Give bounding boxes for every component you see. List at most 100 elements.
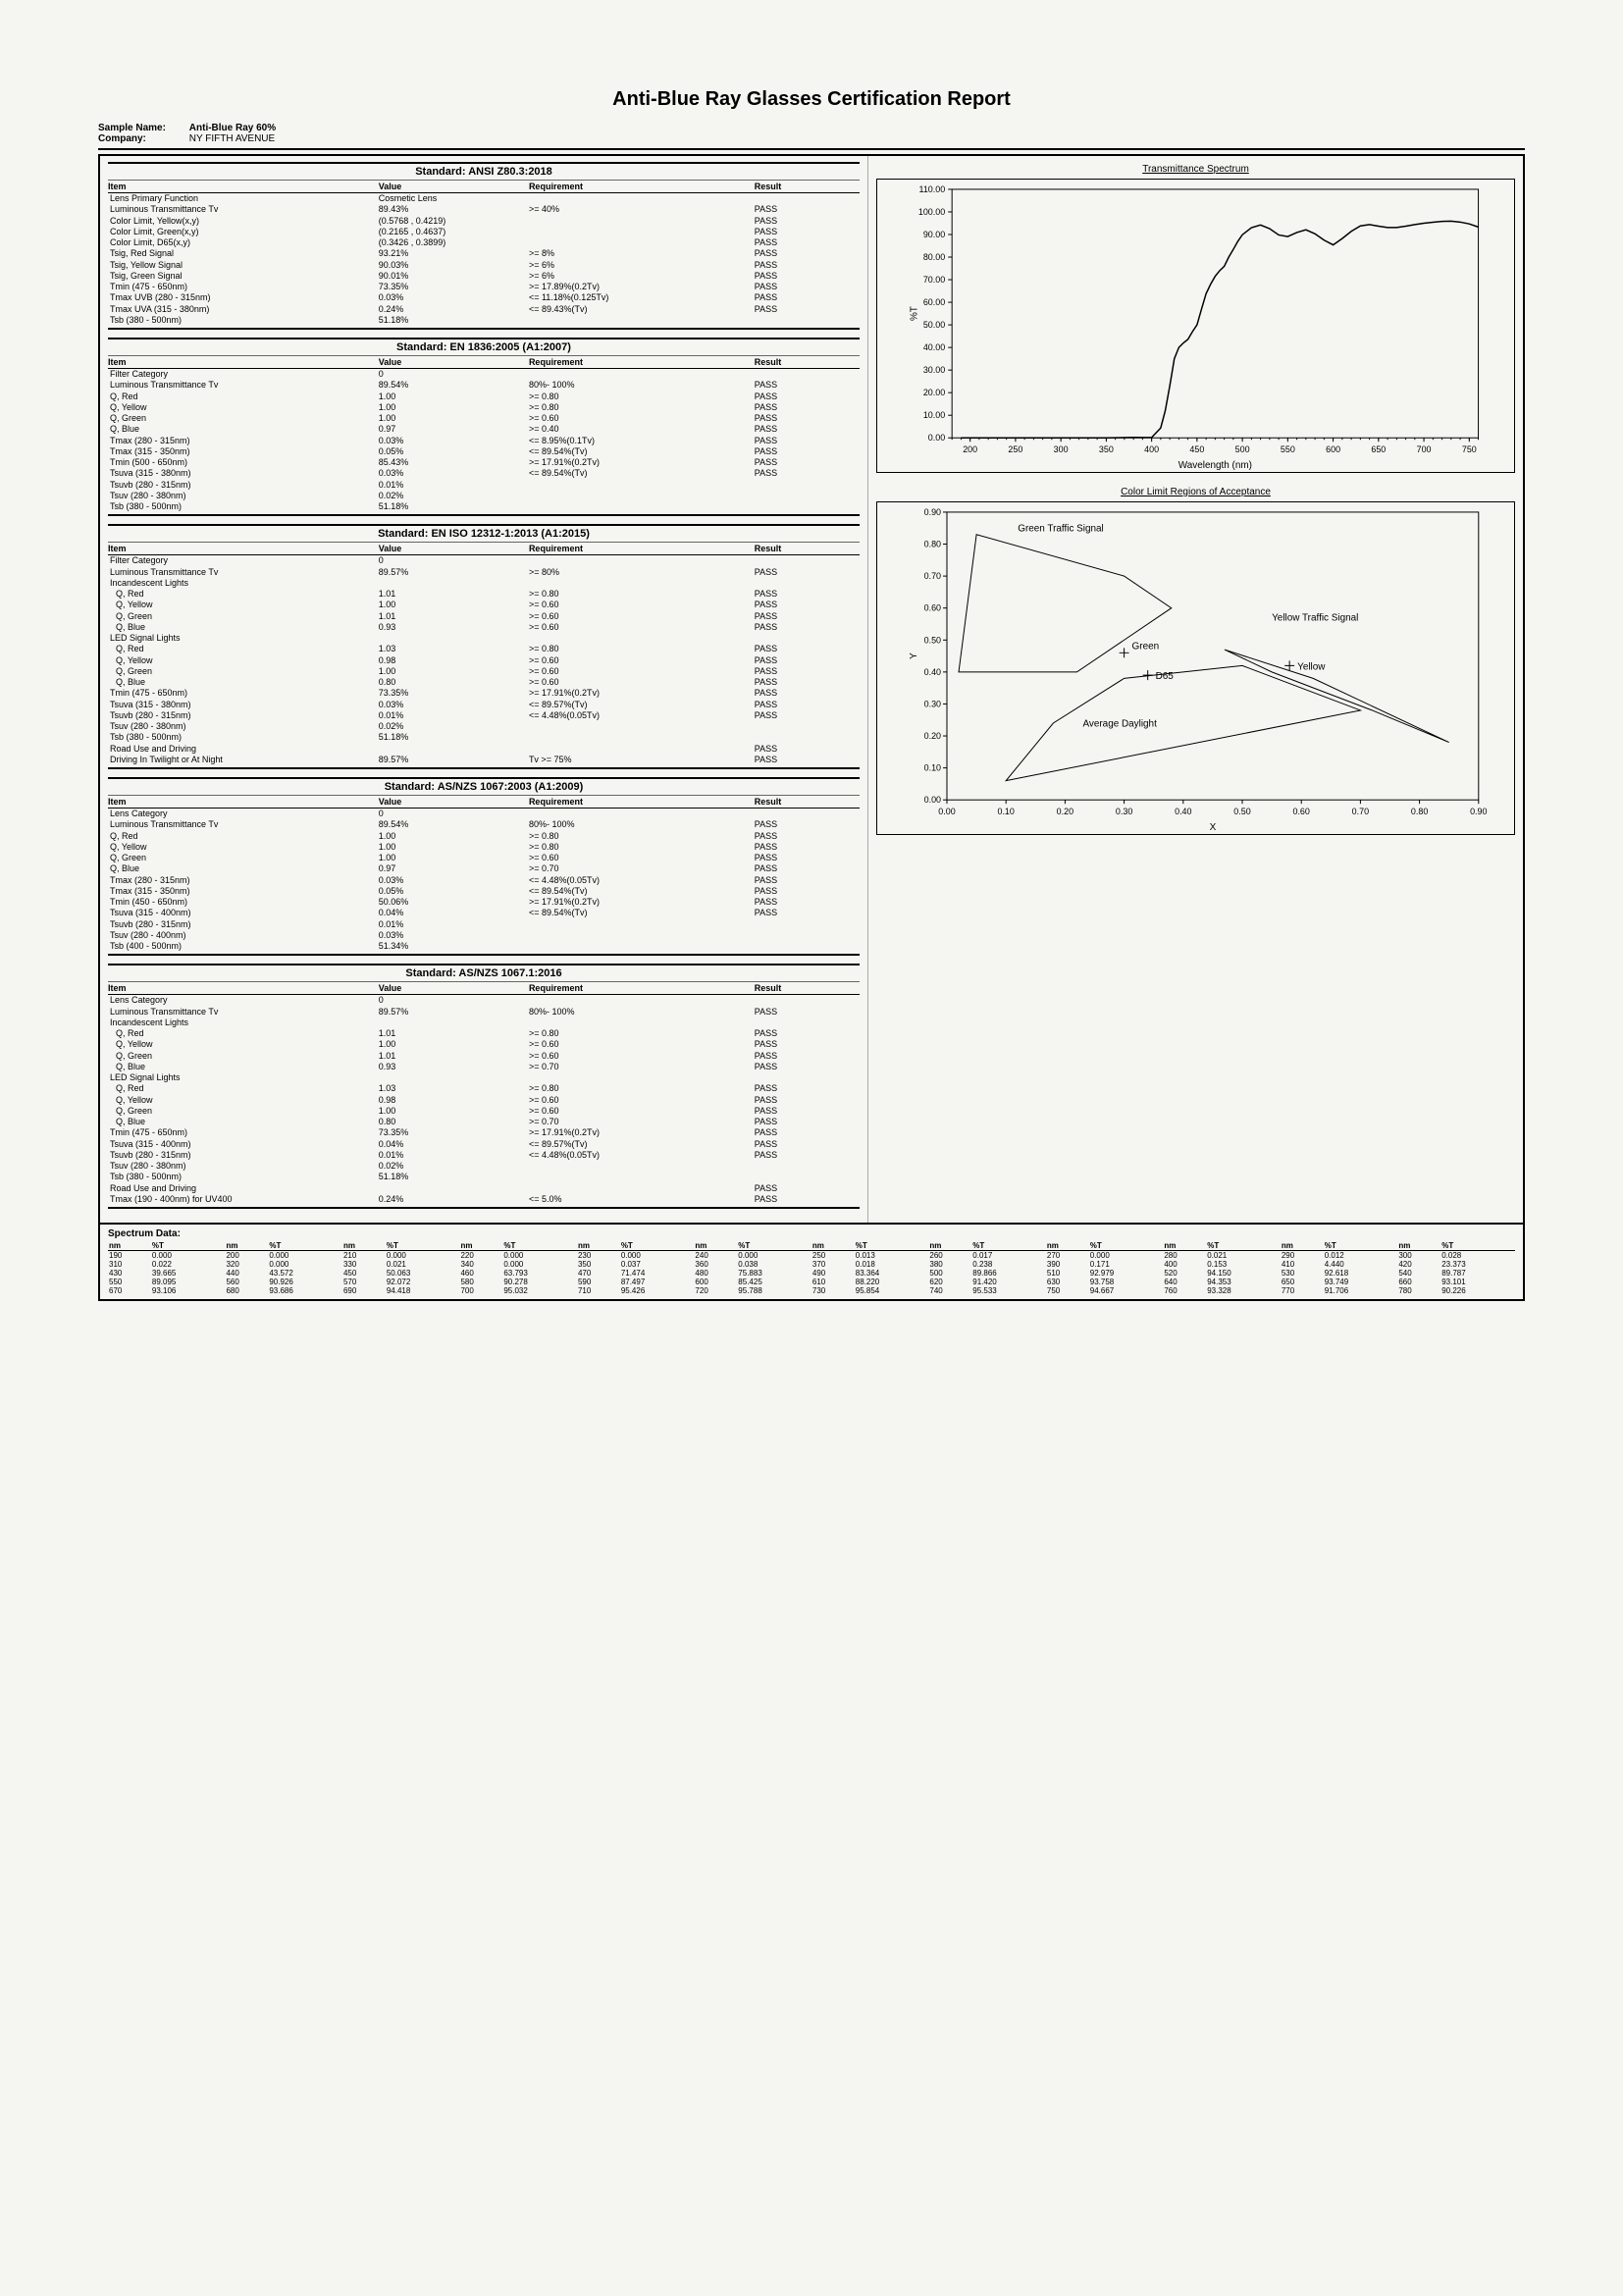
svg-text:0.50: 0.50 (924, 635, 941, 645)
svg-text:30.00: 30.00 (923, 365, 945, 375)
color-limits-chart: 0.000.000.100.100.200.200.300.300.400.40… (876, 501, 1515, 835)
standard-title: Standard: ANSI Z80.3:2018 (108, 162, 860, 181)
svg-text:100.00: 100.00 (918, 207, 945, 217)
sample-value: Anti-Blue Ray 60% (189, 123, 276, 133)
standard-row: Color Limit, D65(x,y)(0.3426 , 0.3899)PA… (108, 237, 860, 248)
standard-row: Luminous Transmittance Tv89.57%80%- 100%… (108, 1007, 860, 1018)
svg-text:0.10: 0.10 (924, 763, 941, 773)
svg-text:400: 400 (1144, 444, 1159, 454)
svg-text:0.20: 0.20 (924, 731, 941, 741)
svg-text:0.60: 0.60 (924, 603, 941, 613)
standard-row: Tmax (315 - 350nm)0.05%<= 89.54%(Tv)PASS (108, 886, 860, 897)
standard-row: Road Use and DrivingPASS (108, 1183, 860, 1194)
standard-row: Q, Blue0.97>= 0.40PASS (108, 424, 860, 435)
standard-row: Filter Category0 (108, 369, 860, 380)
standard-row: Lens Primary FunctionCosmetic Lens (108, 193, 860, 204)
svg-text:D65: D65 (1156, 671, 1175, 682)
standard-row: Tsb (380 - 500nm)51.18% (108, 315, 860, 326)
standard-row: Tsuvb (280 - 315nm)0.01% (108, 919, 860, 930)
standard-row: Q, Red1.03>= 0.80PASS (108, 644, 860, 654)
standard-row: Tsb (380 - 500nm)51.18% (108, 501, 860, 512)
svg-text:0.30: 0.30 (924, 699, 941, 708)
report-title: Anti-Blue Ray Glasses Certification Repo… (98, 88, 1525, 111)
svg-text:10.00: 10.00 (923, 410, 945, 420)
standard-block: Standard: AS/NZS 1067:2003 (A1:2009)Item… (108, 777, 860, 956)
svg-text:500: 500 (1235, 444, 1250, 454)
standard-row: Q, Blue0.93>= 0.70PASS (108, 1062, 860, 1072)
standard-row: Tsig, Yellow Signal90.03%>= 6%PASS (108, 260, 860, 271)
standard-row: Color Limit, Green(x,y)(0.2165 , 0.4637)… (108, 227, 860, 237)
standard-row: Incandescent Lights (108, 578, 860, 589)
svg-text:650: 650 (1371, 444, 1386, 454)
svg-text:Yellow: Yellow (1297, 661, 1326, 672)
svg-text:350: 350 (1099, 444, 1114, 454)
svg-text:Green: Green (1132, 641, 1160, 652)
svg-text:0.10: 0.10 (997, 807, 1014, 816)
standard-title: Standard: EN 1836:2005 (A1:2007) (108, 338, 860, 356)
standard-row: LED Signal Lights (108, 633, 860, 644)
standard-row: Lens Category0 (108, 809, 860, 819)
svg-text:0.70: 0.70 (1352, 807, 1369, 816)
spectrum-table: nm%Tnm%Tnm%Tnm%Tnm%Tnm%Tnm%Tnm%Tnm%Tnm%T… (108, 1241, 1515, 1295)
standard-row: Q, Red1.03>= 0.80PASS (108, 1083, 860, 1094)
standard-header: ItemValueRequirementResult (108, 181, 860, 193)
standard-row: Tsuva (315 - 400nm)0.04%<= 89.57%(Tv)PAS… (108, 1139, 860, 1150)
standard-row: Incandescent Lights (108, 1018, 860, 1028)
svg-text:750: 750 (1462, 444, 1477, 454)
standard-row: Tmax UVB (280 - 315nm)0.03%<= 11.18%(0.1… (108, 292, 860, 303)
standard-row: Q, Blue0.80>= 0.70PASS (108, 1117, 860, 1127)
standard-row: Q, Green1.00>= 0.60PASS (108, 853, 860, 863)
svg-text:0.20: 0.20 (1057, 807, 1073, 816)
color-limits-title: Color Limit Regions of Acceptance (876, 487, 1515, 497)
standard-row: Tsuva (315 - 380nm)0.03%<= 89.57%(Tv)PAS… (108, 700, 860, 710)
standard-row: Q, Blue0.80>= 0.60PASS (108, 677, 860, 688)
standard-row: Q, Green1.01>= 0.60PASS (108, 1051, 860, 1062)
svg-text:70.00: 70.00 (923, 275, 945, 285)
spectrum-title: Spectrum Data: (108, 1228, 1515, 1239)
svg-text:Y: Y (909, 652, 919, 659)
standard-row: Tsuv (280 - 400nm)0.03% (108, 930, 860, 941)
main-frame: Standard: ANSI Z80.3:2018ItemValueRequir… (98, 154, 1525, 1301)
standard-row: Tsuvb (280 - 315nm)0.01%<= 4.48%(0.05Tv)… (108, 1150, 860, 1161)
company-label: Company: (98, 133, 186, 144)
standard-row: Luminous Transmittance Tv89.54%80%- 100%… (108, 819, 860, 830)
svg-text:Average Daylight: Average Daylight (1082, 718, 1157, 729)
standard-row: Tsuvb (280 - 315nm)0.01%<= 4.48%(0.05Tv)… (108, 710, 860, 721)
standard-row: Tsuva (315 - 380nm)0.03%<= 89.54%(Tv)PAS… (108, 468, 860, 479)
standard-row: Tmin (475 - 650nm)73.35%>= 17.89%(0.2Tv)… (108, 282, 860, 292)
standard-row: Lens Category0 (108, 995, 860, 1006)
standard-title: Standard: AS/NZS 1067.1:2016 (108, 964, 860, 982)
sample-label: Sample Name: (98, 123, 186, 133)
standard-header: ItemValueRequirementResult (108, 982, 860, 995)
standard-header: ItemValueRequirementResult (108, 543, 860, 555)
svg-text:90.00: 90.00 (923, 230, 945, 239)
standard-block: Standard: AS/NZS 1067.1:2016ItemValueReq… (108, 964, 860, 1209)
svg-text:Wavelength (nm): Wavelength (nm) (1178, 460, 1252, 471)
header-info: Sample Name: Anti-Blue Ray 60% Company: … (98, 123, 1525, 150)
standard-row: Tmin (500 - 650nm)85.43%>= 17.91%(0.2Tv)… (108, 457, 860, 468)
standard-row: Tmax (280 - 315nm)0.03%<= 8.95%(0.1Tv)PA… (108, 436, 860, 446)
standard-row: Q, Green1.00>= 0.60PASS (108, 413, 860, 424)
svg-text:0.80: 0.80 (924, 540, 941, 549)
standard-row: Q, Yellow0.98>= 0.60PASS (108, 655, 860, 666)
svg-text:X: X (1210, 822, 1217, 833)
standard-row: Driving In Twilight or At Night89.57%Tv … (108, 755, 860, 765)
svg-text:50.00: 50.00 (923, 320, 945, 330)
svg-text:300: 300 (1054, 444, 1069, 454)
standard-row: Q, Yellow1.00>= 0.80PASS (108, 842, 860, 853)
standard-row: Tsig, Green Signal90.01%>= 6%PASS (108, 271, 860, 282)
standard-row: Tsb (400 - 500nm)51.34% (108, 941, 860, 952)
svg-text:200: 200 (963, 444, 977, 454)
transmittance-title: Transmittance Spectrum (876, 164, 1515, 175)
standard-row: Q, Red1.00>= 0.80PASS (108, 391, 860, 402)
standard-block: Standard: EN ISO 12312-1:2013 (A1:2015)I… (108, 524, 860, 769)
svg-text:60.00: 60.00 (923, 297, 945, 307)
svg-text:0.00: 0.00 (938, 807, 955, 816)
standard-row: Tmin (475 - 650nm)73.35%>= 17.91%(0.2Tv)… (108, 1127, 860, 1138)
standard-title: Standard: EN ISO 12312-1:2013 (A1:2015) (108, 524, 860, 543)
standard-row: Q, Yellow1.00>= 0.60PASS (108, 600, 860, 610)
standard-row: Tsb (380 - 500nm)51.18% (108, 732, 860, 743)
svg-text:0.40: 0.40 (1175, 807, 1191, 816)
svg-text:0.80: 0.80 (1411, 807, 1428, 816)
standard-header: ItemValueRequirementResult (108, 356, 860, 369)
